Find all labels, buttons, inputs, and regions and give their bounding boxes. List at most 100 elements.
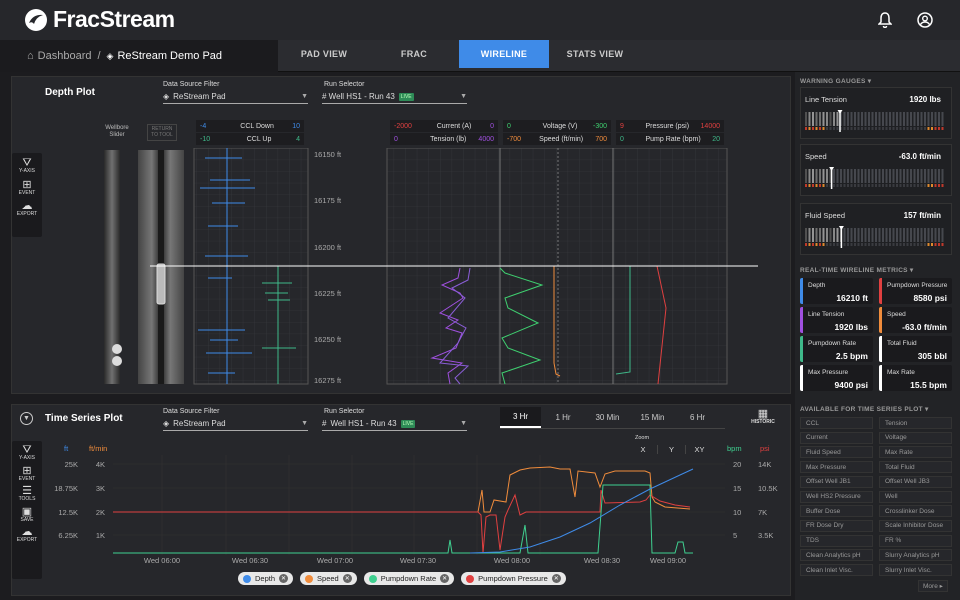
breadcrumb-dashboard[interactable]: Dashboard [37,50,92,62]
save-tool[interactable]: ▣ SAVE [12,506,42,524]
available-series-item[interactable]: CCL [800,417,873,429]
available-series-item[interactable]: Well [879,490,952,503]
more-button[interactable]: More ▸ [918,580,948,592]
event-tool[interactable]: ⊞ EVENT [12,179,42,197]
bell-icon[interactable] [878,12,892,28]
remove-icon[interactable]: ✕ [551,574,561,583]
slider-handle-bottom[interactable] [112,356,122,366]
export-tool[interactable]: ☁ EXPORT [12,200,42,218]
legend-chip-pumpdown-rate[interactable]: Pumpdown Rate ✕ [363,572,455,585]
available-series-item[interactable]: Max Pressure [800,461,873,474]
remove-icon[interactable]: ✕ [342,574,352,583]
metric-value: 15.5 bpm [910,380,947,390]
gauge-label: Fluid Speed [805,211,846,220]
metric-card: Pumpdown Rate 2.5 bpm [800,336,873,362]
run-selector-value: # Well HS1 - Run 43 [322,92,395,101]
y-tick-label: 10 [733,508,741,517]
y-axis-tool[interactable]: ⛛ Y-AXIS [12,444,42,462]
brand[interactable]: FracStream [24,6,175,33]
available-series-item[interactable]: Scale Inhibitor Dose [879,519,952,532]
slider-track[interactable] [104,150,120,384]
warning-gauges-header[interactable]: WARNING GAUGES ▾ [800,78,872,85]
ts-run-selector[interactable]: # Well HS1 - Run 43 LIVE ▼ [322,417,467,431]
depth-tick: 16275 ft [314,376,342,385]
range-3hr[interactable]: 3 Hr [500,407,541,428]
y-axis-icon: ⛛ [22,157,32,169]
tab-frac[interactable]: FRAC [400,49,428,59]
slider-handle-top[interactable] [112,344,122,354]
metric-label: Max Rate [887,369,915,376]
available-series-item[interactable]: Max Rate [879,446,952,459]
zoom-x[interactable]: X [640,444,646,454]
available-series-item[interactable]: Offset Well JB1 [800,475,873,488]
legend-chip-pumpdown-pressure[interactable]: Pumpdown Pressure ✕ [461,572,566,585]
return-to-tool-button[interactable]: RETURN TO TOOL [147,124,177,141]
event-tool[interactable]: ⊞ EVENT [12,465,42,483]
depth-tick: 16225 ft [314,289,342,298]
zoom-y[interactable]: Y [657,444,685,454]
available-header[interactable]: AVAILABLE FOR TIME SERIES PLOT ▾ [800,406,929,413]
data-source-select[interactable]: ◈ ReStream Pad ▼ [163,90,308,104]
y-axis-tool[interactable]: ⛛ Y-AXIS [12,157,42,175]
available-series-item[interactable]: Fluid Speed [800,446,873,459]
remove-icon[interactable]: ✕ [440,574,450,583]
historic-button[interactable]: ▦ HISTORIC [747,408,779,426]
metrics-header[interactable]: REAL-TIME WIRELINE METRICS ▾ [800,267,914,274]
available-series-item[interactable]: TDS [800,534,873,547]
available-series-item[interactable]: Crosslinker Dose [879,505,952,518]
pressure-legend: 9 Pressure (psi) 14000 [616,120,724,132]
breadcrumb-separator: / [97,50,101,62]
chevron-down-icon: ▼ [460,93,467,100]
zoom-xy[interactable]: XY [685,444,713,454]
range-15min[interactable]: 15 Min [640,413,665,422]
available-series-item[interactable]: Well HS2 Pressure [800,490,873,503]
metric-card: Speed -63.0 ft/min [879,307,952,333]
depth-tick: 16175 ft [314,196,342,205]
range-30min[interactable]: 30 Min [595,413,620,422]
collapse-icon[interactable]: ▼ [20,412,33,425]
app-name: FracStream [53,6,175,32]
speed-legend: -700 Speed (ft/min) 700 [503,133,611,145]
live-badge: LIVE [400,419,416,428]
x-tick-label: Wed 06:00 [144,556,180,565]
legend-chip-speed[interactable]: Speed ✕ [300,572,357,585]
available-series-item[interactable]: Current [800,431,873,444]
pumpdown-rate-series [113,484,693,554]
available-series-item[interactable]: FR % [879,534,952,547]
y-tick-label: 14K [758,460,771,469]
available-series-item[interactable]: FR Dose Dry [800,519,873,532]
available-series-item[interactable]: Offset Well JB3 [879,475,952,488]
depth-tick: 16200 ft [314,243,342,252]
tools-tool[interactable]: ☰ TOOLS [12,485,42,503]
run-selector[interactable]: # Well HS1 - Run 43 LIVE ▼ [322,90,467,104]
y-tick-label: 6.25K [58,531,78,540]
ts-data-source-select[interactable]: ◈ ReStream Pad ▼ [163,417,308,431]
user-account-icon[interactable] [917,12,933,28]
y-tick-label: 2K [96,508,105,517]
tab-wireline[interactable]: WIRELINE [459,40,549,68]
available-series-item[interactable]: Clean Analytics pH [800,549,873,562]
metric-value: -63.0 ft/min [902,322,947,332]
available-series-item[interactable]: Total Fluid [879,461,952,474]
metric-card: Max Pressure 9400 psi [800,365,873,391]
available-series-item[interactable]: Buffer Dose [800,505,873,518]
range-1hr[interactable]: 1 Hr [555,413,571,422]
y-axis-icon: ⛛ [22,444,32,456]
remove-icon[interactable]: ✕ [279,574,289,583]
home-icon[interactable]: ⌂ [27,50,34,62]
pumpdown-pressure-series [113,489,691,554]
available-series-item[interactable]: Clean Inlet Visc. [800,564,873,576]
available-series-item[interactable]: Slurry Analytics pH [879,549,952,562]
legend-chip-depth[interactable]: Depth ✕ [238,572,294,585]
export-tool[interactable]: ☁ EXPORT [12,526,42,544]
zoom-label: Zoom [635,435,650,441]
range-6hr[interactable]: 6 Hr [689,413,706,422]
depth-tick: 16250 ft [314,335,342,344]
tab-stats-view[interactable]: STATS VIEW [566,49,624,59]
available-series-item[interactable]: Slurry Inlet Visc. [879,564,952,576]
pump-rate-legend: 0 Pump Rate (bpm) 20 [616,133,724,145]
available-series-item[interactable]: Voltage [879,431,952,444]
run-selector-label: Run Selector [324,81,365,88]
tab-pad-view[interactable]: PAD VIEW [300,49,348,59]
available-series-item[interactable]: Tension [879,417,952,429]
